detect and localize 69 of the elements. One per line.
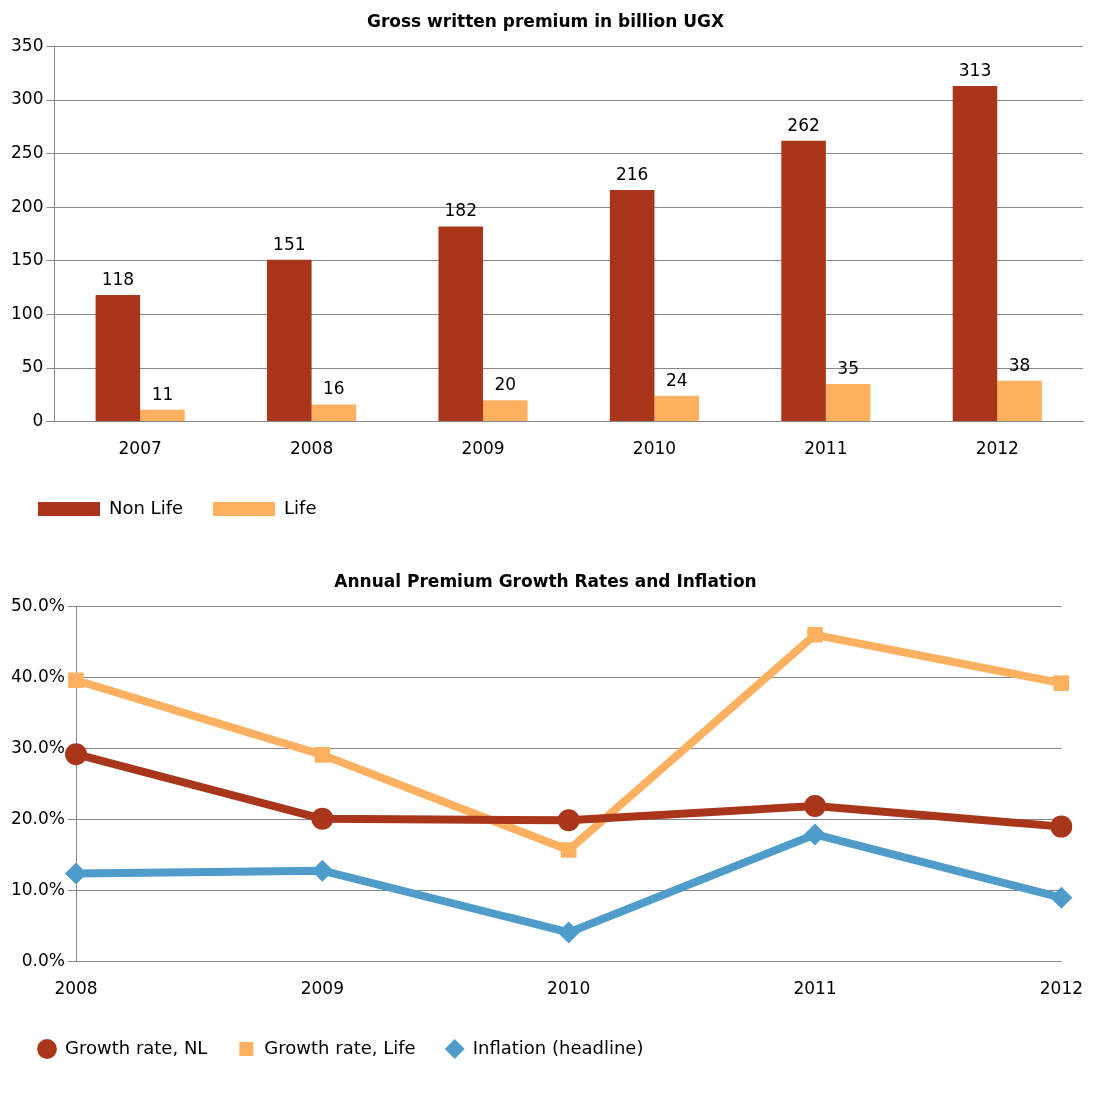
y-tick-label: 200 <box>10 195 44 216</box>
y-tick-label: 100 <box>10 302 44 323</box>
data-label: 35 <box>837 358 859 378</box>
y-tick-label: 50 <box>21 356 44 377</box>
chart-title: Annual Premium Growth Rates and Inflation <box>334 570 757 591</box>
x-tick-label: 2011 <box>793 978 837 999</box>
bar <box>438 226 484 422</box>
x-tick-label: 2008 <box>54 978 98 999</box>
y-tick-label: 250 <box>10 142 44 163</box>
y-tick-label: 40.0% <box>10 665 65 686</box>
bar <box>781 140 826 422</box>
x-tick-label: 2008 <box>289 438 334 459</box>
point <box>804 795 827 818</box>
bar <box>95 295 141 422</box>
point <box>68 672 84 689</box>
point <box>311 807 334 830</box>
point <box>804 823 827 846</box>
bar <box>952 86 998 422</box>
y-tick-label: 150 <box>10 249 44 270</box>
y-tick-label: 0 <box>32 410 44 431</box>
x-tick-label: 2012 <box>1039 978 1083 999</box>
bar <box>654 395 700 422</box>
legend-label: Life <box>284 496 317 518</box>
legend-label: Growth rate, NL <box>65 1036 208 1058</box>
point <box>1050 815 1073 838</box>
bar <box>997 380 1042 422</box>
y-tick-label: 50.0% <box>10 594 65 615</box>
legend-label: Non Life <box>109 496 184 518</box>
data-label: 151 <box>273 233 306 254</box>
bar <box>483 400 528 422</box>
point <box>557 809 580 832</box>
data-label: 118 <box>101 269 135 290</box>
point <box>560 842 577 858</box>
point <box>557 921 580 944</box>
bar <box>140 409 185 422</box>
bar <box>609 190 655 422</box>
bar <box>311 404 357 422</box>
y-tick-label: 350 <box>10 34 44 55</box>
data-label: 182 <box>444 200 477 221</box>
chart-title: Gross written premium in billion UGX <box>366 10 725 31</box>
data-label: 313 <box>958 59 992 80</box>
legend-label: Inflation (headline) <box>472 1036 644 1058</box>
bar <box>267 259 312 422</box>
y-tick-label: 20.0% <box>10 807 65 828</box>
point <box>1053 675 1070 691</box>
y-tick-label: 0.0% <box>21 950 65 971</box>
data-label: 24 <box>665 369 688 390</box>
data-label: 262 <box>787 114 820 135</box>
data-label: 38 <box>1008 354 1031 375</box>
bar <box>825 384 871 422</box>
data-label: 20 <box>494 374 517 395</box>
data-label: 216 <box>615 163 649 184</box>
x-tick-label: 2009 <box>300 978 344 999</box>
y-tick-label: 30.0% <box>10 736 65 757</box>
y-tick-label: 300 <box>10 88 44 109</box>
point <box>65 743 88 766</box>
point <box>314 747 331 763</box>
y-tick-label: 10.0% <box>10 878 65 899</box>
x-tick-label: 2010 <box>632 438 677 459</box>
data-label: 16 <box>323 378 345 399</box>
x-tick-label: 2009 <box>461 438 505 459</box>
legend-label: Growth rate, Life <box>264 1036 416 1058</box>
point <box>1050 886 1073 909</box>
point <box>807 627 823 643</box>
data-label: 11 <box>151 383 174 404</box>
x-tick-label: 2012 <box>975 438 1019 459</box>
x-tick-label: 2007 <box>118 438 162 459</box>
x-tick-label: 2010 <box>547 978 591 999</box>
x-tick-label: 2011 <box>804 438 848 459</box>
